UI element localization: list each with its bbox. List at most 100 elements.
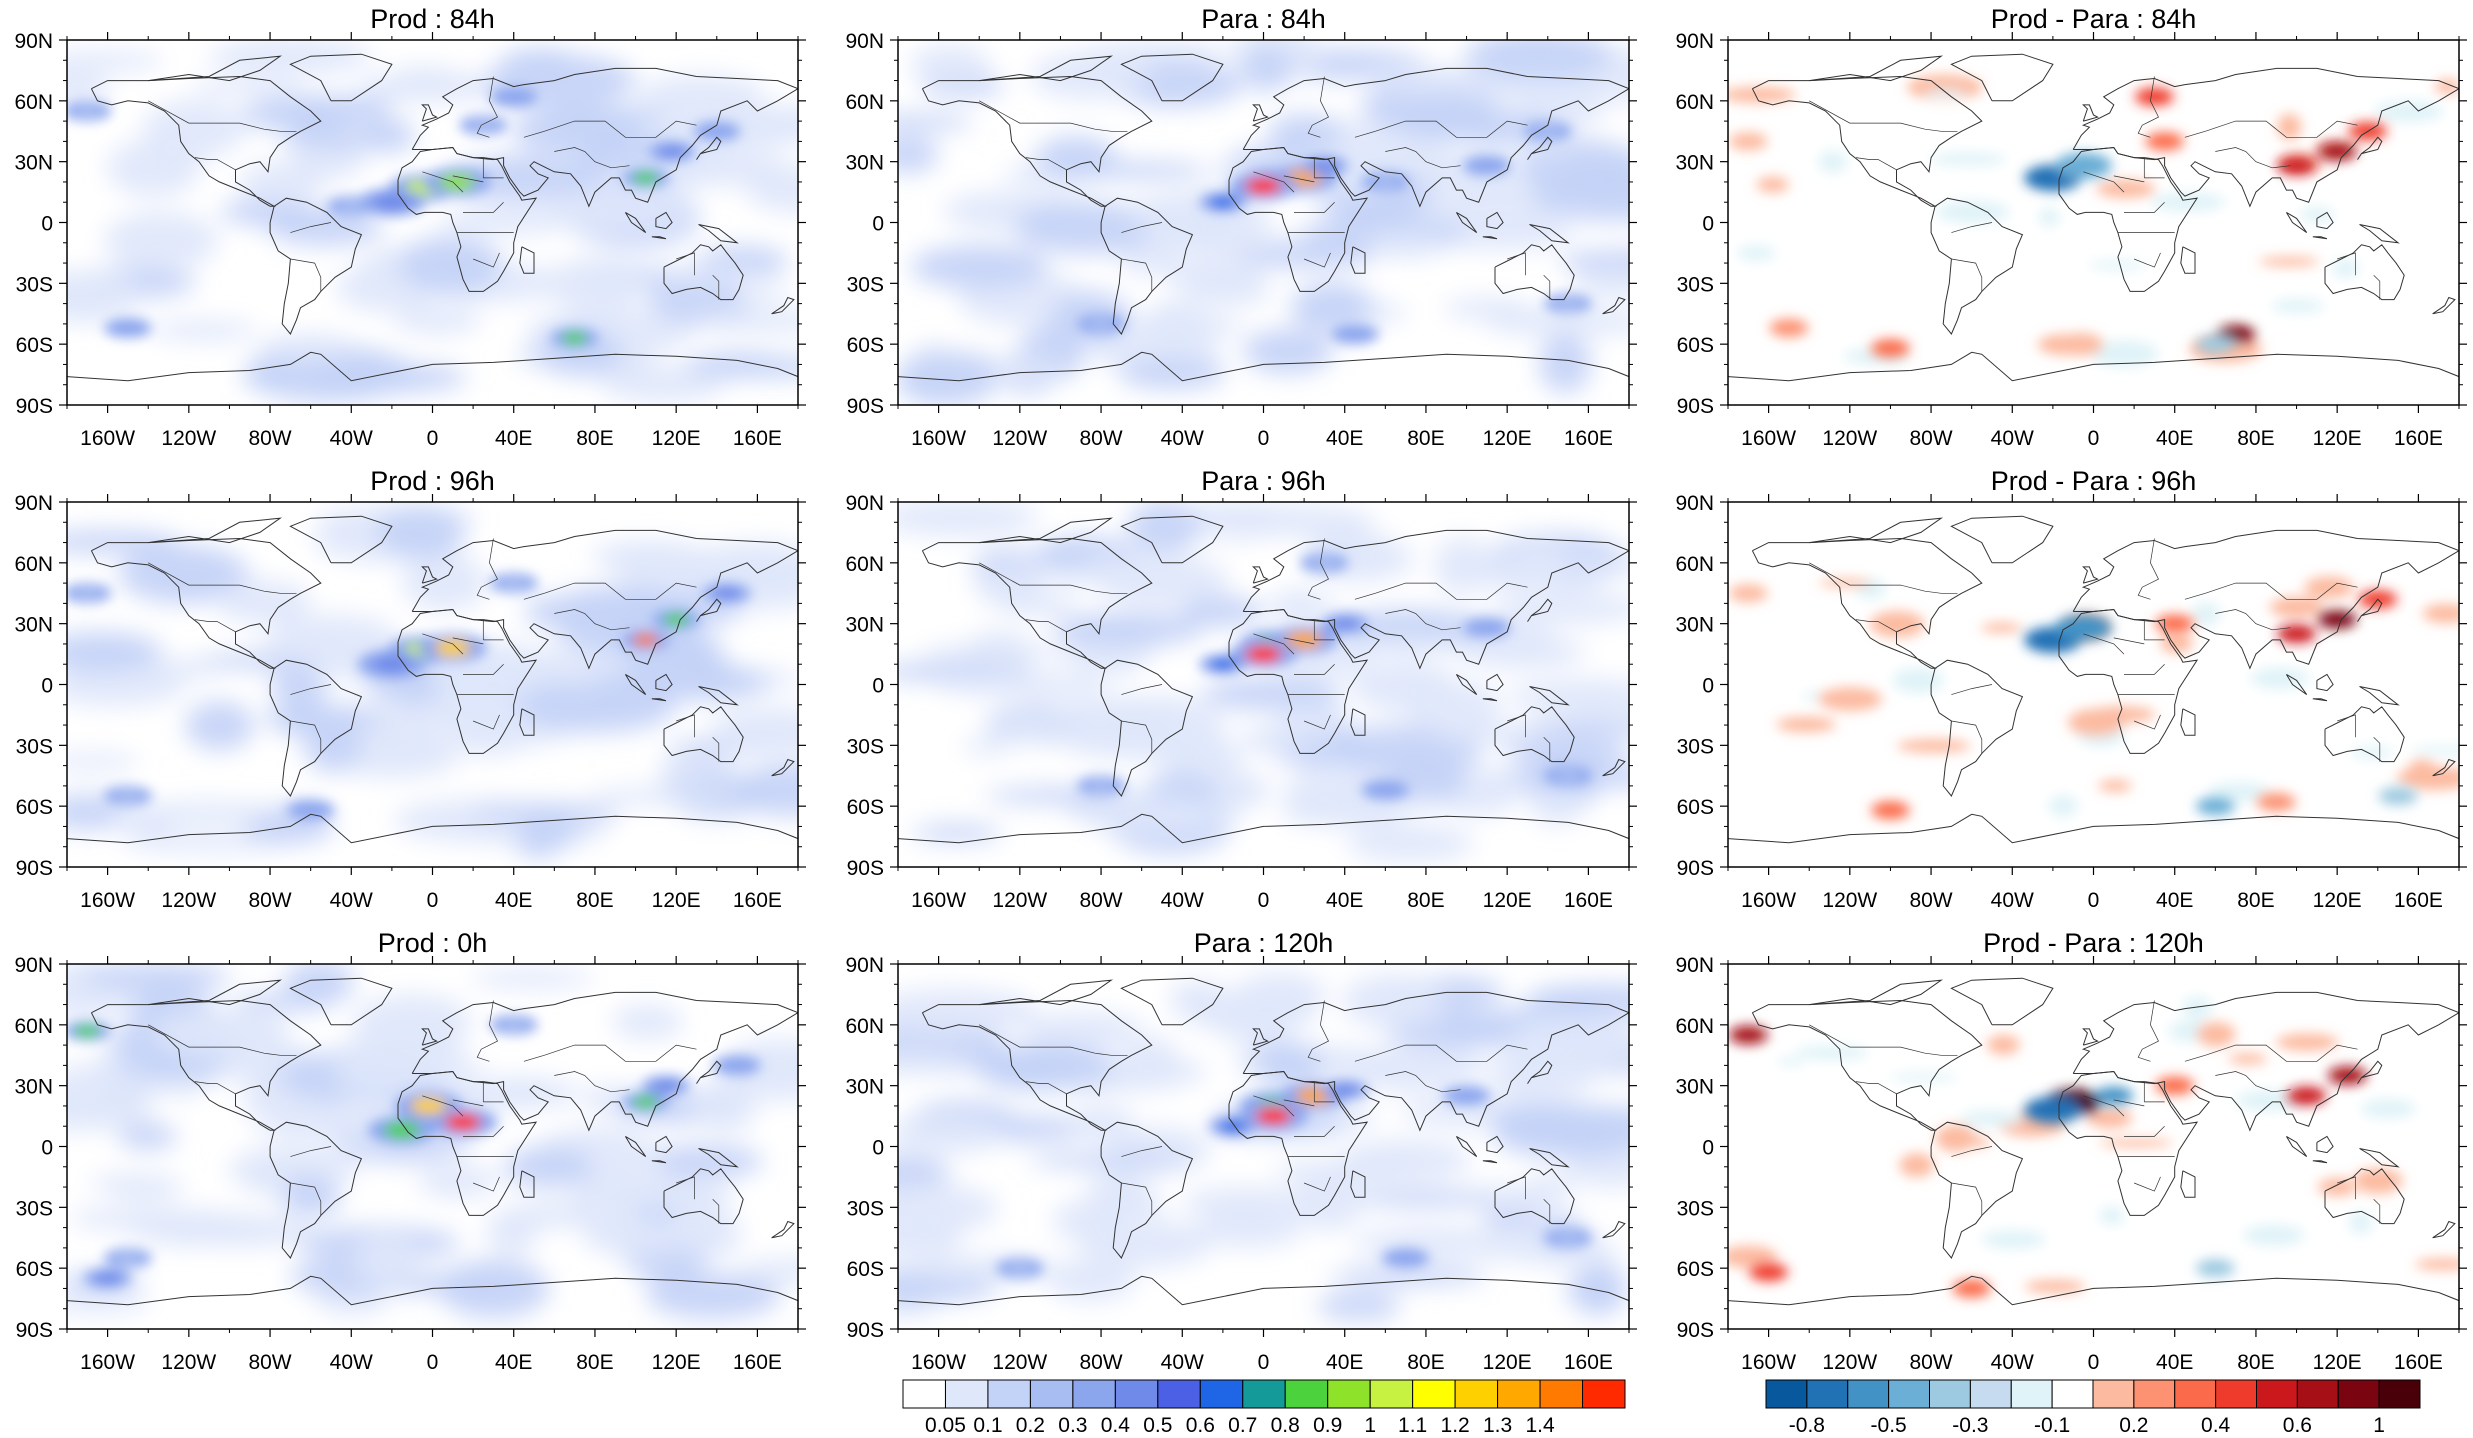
patch	[280, 1175, 339, 1211]
colorbar-swatch	[1157, 1379, 1201, 1409]
border	[472, 714, 500, 730]
lat-label: 90N	[845, 954, 884, 977]
lon-label: 80E	[576, 1351, 613, 1374]
border	[1951, 222, 1993, 233]
patch	[1118, 358, 1227, 390]
blob-core	[1342, 328, 1368, 340]
blob-core	[1332, 1084, 1358, 1096]
patch	[898, 113, 975, 131]
lat-label: 90S	[16, 395, 53, 418]
coastline	[1529, 686, 1570, 706]
border	[1543, 1198, 1551, 1224]
coastline	[67, 1275, 798, 1306]
border	[290, 684, 332, 695]
patch	[684, 352, 791, 379]
patch	[1818, 687, 1883, 711]
border	[2124, 201, 2165, 213]
coastline	[90, 999, 322, 1131]
border	[1951, 684, 1993, 695]
colorbar-swatch	[2296, 1379, 2339, 1409]
coastline	[2285, 1135, 2308, 1158]
border	[2373, 274, 2381, 300]
lon-label: 120E	[1483, 427, 1532, 450]
border	[1303, 252, 1331, 268]
coastline	[655, 673, 673, 692]
lat-label: 30N	[14, 614, 53, 637]
patch	[503, 1146, 594, 1189]
coastline	[2072, 529, 2459, 670]
patch	[1896, 739, 1971, 753]
border	[979, 100, 1128, 132]
coastline	[2359, 224, 2400, 244]
lat-label: 0	[41, 1137, 53, 1160]
colorbar-swatch	[1199, 1379, 1244, 1409]
lon-label: 120E	[1483, 1351, 1532, 1374]
blob-core	[704, 125, 730, 137]
border	[290, 222, 332, 233]
patch	[1818, 150, 1848, 173]
patch	[2410, 746, 2459, 755]
blob-core	[2054, 614, 2112, 641]
lon-label: 80E	[576, 427, 613, 450]
patch	[912, 823, 1003, 842]
lat-label: 30S	[1677, 273, 1714, 296]
colorbar-label: 0.9	[1313, 1414, 1342, 1437]
patch	[1356, 1188, 1491, 1208]
coastline	[2285, 211, 2308, 234]
patch	[262, 704, 391, 731]
lon-label: 120E	[2313, 427, 2362, 450]
patch	[1318, 635, 1483, 654]
colorbar-swatch	[2133, 1379, 2176, 1409]
lon-label: 0	[2088, 889, 2100, 912]
patch	[445, 155, 610, 202]
blob-core	[1393, 1252, 1419, 1264]
lat-label: 30N	[1675, 1076, 1714, 1099]
coastline	[2082, 1028, 2099, 1046]
border	[2124, 663, 2165, 675]
border	[2113, 175, 2145, 183]
coastline	[421, 1028, 438, 1046]
blob-core	[2155, 614, 2195, 633]
patch	[898, 136, 939, 174]
coastlines	[67, 977, 798, 1306]
patch	[1237, 245, 1376, 269]
patch	[1571, 1261, 1628, 1316]
coastline	[698, 1148, 739, 1168]
blob-core	[501, 1019, 527, 1031]
border	[1121, 684, 1163, 695]
coastline	[2072, 67, 2459, 208]
blob-core	[1728, 132, 1768, 151]
patch	[440, 1077, 582, 1108]
lon-label: 40E	[495, 427, 532, 450]
blob-core	[1210, 196, 1236, 208]
coastline	[2357, 1060, 2383, 1084]
lon-label: 40E	[2156, 889, 2193, 912]
coastline	[663, 244, 744, 301]
patch	[128, 1209, 261, 1247]
patch	[1527, 715, 1629, 734]
patch	[1076, 795, 1232, 835]
background-patches	[1776, 576, 2459, 817]
patch	[679, 1231, 743, 1257]
patch	[239, 161, 325, 203]
border	[1294, 663, 1335, 675]
lon-label: 120E	[652, 889, 701, 912]
patch	[67, 1293, 151, 1314]
lat-label: 90S	[16, 857, 53, 880]
patch	[1341, 973, 1447, 1029]
field-layer	[898, 502, 1629, 867]
coastline	[397, 1070, 538, 1216]
patch	[2374, 100, 2444, 123]
colorbar-swatch	[987, 1379, 1031, 1409]
border	[1025, 157, 1067, 171]
lon-label: 80E	[1407, 889, 1444, 912]
coastlines	[67, 515, 798, 844]
colorbar-label: 1.3	[1483, 1414, 1512, 1437]
lat-label: 0	[1702, 1137, 1714, 1160]
coastline	[1120, 977, 1224, 1026]
patch	[740, 1258, 798, 1284]
blob-core	[2317, 1178, 2357, 1197]
blob-core	[115, 1252, 141, 1264]
lon-label: 40W	[1991, 1351, 2034, 1374]
